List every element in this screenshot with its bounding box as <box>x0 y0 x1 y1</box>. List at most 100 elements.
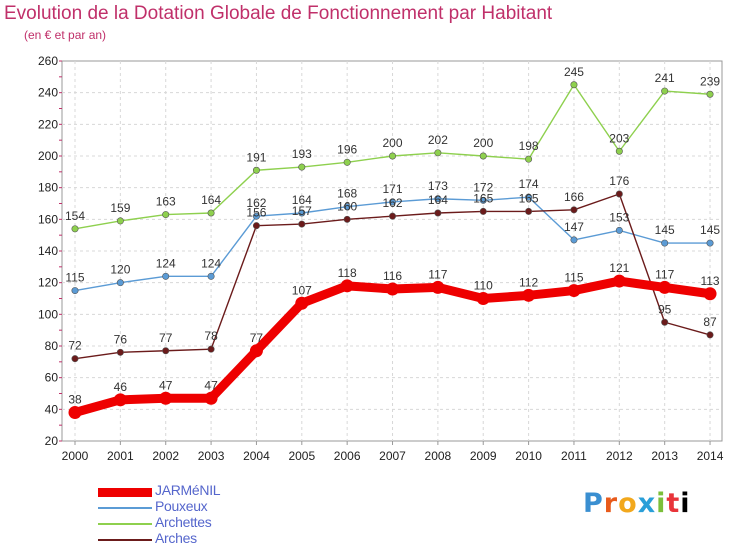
data-point <box>434 149 442 157</box>
data-label: 145 <box>655 223 675 237</box>
data-label: 118 <box>338 266 357 280</box>
data-label: 200 <box>383 136 403 150</box>
data-point <box>525 207 533 215</box>
data-label: 120 <box>110 263 130 277</box>
data-label: 164 <box>428 193 448 207</box>
data-point <box>522 288 536 302</box>
data-point <box>68 406 82 419</box>
data-point <box>343 215 351 223</box>
data-point <box>658 280 672 294</box>
data-point <box>389 198 397 206</box>
data-point <box>71 287 79 295</box>
data-label: 176 <box>609 174 629 188</box>
y-tick-label: 120 <box>38 276 58 290</box>
y-tick-label: 240 <box>38 86 58 100</box>
data-label: 162 <box>246 196 266 210</box>
data-point <box>479 207 487 215</box>
data-label: 196 <box>337 142 357 156</box>
data-point <box>252 212 260 220</box>
data-label: 147 <box>564 220 584 234</box>
data-label: 165 <box>473 191 493 205</box>
data-label: 117 <box>428 267 447 281</box>
data-label: 245 <box>564 65 584 79</box>
legend-label: Archettes <box>155 514 212 530</box>
data-label: 145 <box>700 223 720 237</box>
data-point <box>116 348 124 356</box>
data-label: 164 <box>292 193 312 207</box>
data-label: 46 <box>114 380 128 394</box>
data-point <box>298 209 306 217</box>
data-point <box>706 239 714 247</box>
data-label: 87 <box>703 315 717 329</box>
data-label: 241 <box>655 71 675 85</box>
data-point <box>343 158 351 166</box>
data-point <box>706 90 714 98</box>
data-point <box>661 87 669 95</box>
data-point <box>207 272 215 280</box>
data-point <box>525 155 533 163</box>
data-point <box>340 279 354 293</box>
legend-label: JARMéNIL <box>155 482 221 498</box>
data-point <box>159 391 173 405</box>
data-point <box>567 284 581 298</box>
legend-swatch <box>98 523 152 525</box>
data-point <box>249 344 263 358</box>
data-label: 173 <box>428 179 448 193</box>
data-point <box>295 296 309 310</box>
data-point <box>570 81 578 89</box>
data-point <box>207 345 215 353</box>
data-label: 172 <box>473 180 493 194</box>
legend-label: Arches <box>155 530 197 546</box>
data-label: 171 <box>383 182 403 196</box>
data-label: 117 <box>655 267 674 281</box>
x-tick-label: 2004 <box>243 449 270 463</box>
data-label: 160 <box>337 199 357 213</box>
data-label: 124 <box>156 256 176 270</box>
data-label: 163 <box>156 195 176 209</box>
data-label: 110 <box>474 279 493 293</box>
x-tick-label: 2005 <box>288 449 315 463</box>
data-point <box>162 347 170 355</box>
chart-title: Evolution de la Dotation Globale de Fonc… <box>4 3 553 24</box>
data-label: 159 <box>110 201 130 215</box>
data-point <box>116 279 124 287</box>
data-point <box>434 209 442 217</box>
legend-swatch <box>98 507 152 509</box>
data-label: 166 <box>564 190 584 204</box>
data-point <box>389 212 397 220</box>
y-tick-label: 140 <box>38 244 58 258</box>
data-label: 191 <box>246 150 266 164</box>
data-label: 239 <box>700 74 720 88</box>
y-tick-label: 160 <box>38 212 58 226</box>
data-point <box>298 163 306 171</box>
data-label: 116 <box>383 269 402 283</box>
data-point <box>615 190 623 198</box>
data-label: 38 <box>68 393 82 407</box>
data-point <box>703 287 717 301</box>
data-label: 112 <box>519 275 538 289</box>
data-point <box>479 196 487 204</box>
data-point <box>116 217 124 225</box>
data-point <box>298 220 306 228</box>
data-point <box>570 206 578 214</box>
data-label: 174 <box>519 177 539 191</box>
data-point <box>252 222 260 230</box>
data-label: 124 <box>201 256 221 270</box>
data-point <box>615 226 623 234</box>
data-label: 164 <box>201 193 221 207</box>
y-tick-label: 200 <box>38 149 58 163</box>
data-label: 162 <box>383 196 403 210</box>
y-tick-label: 180 <box>38 181 58 195</box>
data-label: 202 <box>428 133 448 147</box>
y-tick-label: 60 <box>45 371 59 385</box>
data-point <box>389 152 397 160</box>
data-point <box>207 209 215 217</box>
data-point <box>431 280 445 294</box>
data-point <box>479 152 487 160</box>
y-tick-label: 100 <box>38 307 58 321</box>
y-tick-label: 80 <box>45 339 59 353</box>
logo-text: Proxiti <box>583 488 691 519</box>
data-point <box>661 318 669 326</box>
data-label: 154 <box>65 209 85 223</box>
